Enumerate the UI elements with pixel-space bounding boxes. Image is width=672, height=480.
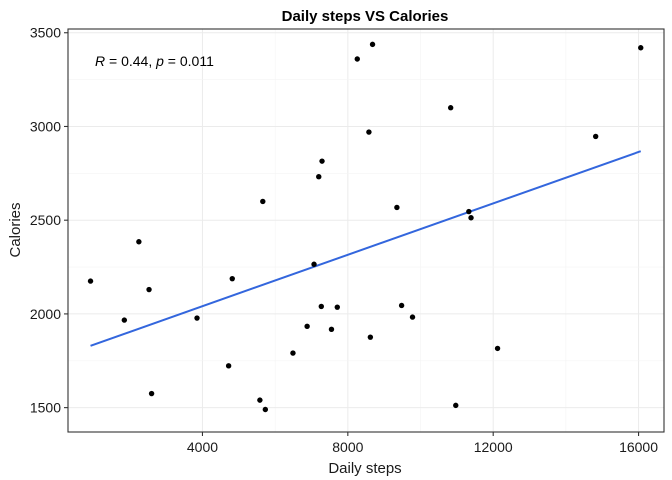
- data-point: [354, 56, 360, 62]
- data-point: [318, 303, 324, 310]
- data-point: [468, 215, 474, 221]
- y-tick-label: 3000: [30, 118, 61, 134]
- data-point: [366, 129, 372, 135]
- plot-panel-border: [67, 28, 665, 433]
- y-tick-label: 2500: [30, 212, 61, 228]
- data-point: [311, 261, 317, 267]
- data-point: [316, 174, 322, 180]
- y-tick-label: 1500: [30, 400, 61, 416]
- data-point: [229, 275, 235, 282]
- r-value: = 0.44,: [105, 53, 156, 69]
- y-tick-label: 3500: [30, 25, 61, 41]
- data-point: [398, 302, 405, 309]
- data-point: [260, 198, 266, 205]
- data-point: [319, 158, 325, 164]
- y-axis-ticks: 1500 2000 2500 3000 3500: [30, 25, 68, 416]
- x-tick-label: 16000: [619, 439, 658, 455]
- x-axis-label: Daily steps: [328, 460, 401, 477]
- data-point: [409, 314, 416, 320]
- data-point: [447, 105, 454, 111]
- data-point: [194, 315, 200, 321]
- data-point: [328, 326, 335, 332]
- y-axis-label: Calories: [7, 202, 24, 257]
- regression-line-group: [90, 150, 642, 347]
- data-point: [394, 204, 400, 211]
- gridlines: [68, 29, 664, 432]
- correlation-annotation: R = 0.44, p = 0.011: [95, 53, 214, 69]
- p-value: = 0.011: [164, 53, 214, 69]
- regression-line: [90, 150, 642, 347]
- data-point: [148, 390, 155, 397]
- data-point: [225, 363, 232, 369]
- p-symbol: p: [155, 53, 164, 69]
- r-symbol: R: [95, 53, 105, 69]
- data-point: [146, 286, 152, 293]
- chart-title: Daily steps VS Calories: [282, 8, 449, 25]
- data-point: [136, 239, 142, 245]
- x-tick-label: 4000: [187, 439, 218, 455]
- data-points: [87, 41, 644, 413]
- data-point: [453, 402, 459, 409]
- data-point: [334, 304, 340, 310]
- x-axis-ticks: 4000 8000 12000 16000: [187, 432, 658, 455]
- data-point: [257, 397, 263, 403]
- data-point: [290, 350, 296, 356]
- x-tick-label: 8000: [332, 439, 363, 455]
- y-tick-label: 2000: [30, 306, 61, 322]
- data-point: [262, 406, 269, 413]
- data-point: [121, 317, 128, 323]
- x-tick-label: 12000: [474, 439, 513, 455]
- data-point: [369, 41, 376, 48]
- data-point: [592, 133, 599, 140]
- data-point: [494, 345, 501, 352]
- data-point: [304, 323, 310, 329]
- data-point: [466, 208, 472, 215]
- data-point: [367, 334, 374, 340]
- data-point: [87, 278, 94, 284]
- data-point: [638, 45, 644, 51]
